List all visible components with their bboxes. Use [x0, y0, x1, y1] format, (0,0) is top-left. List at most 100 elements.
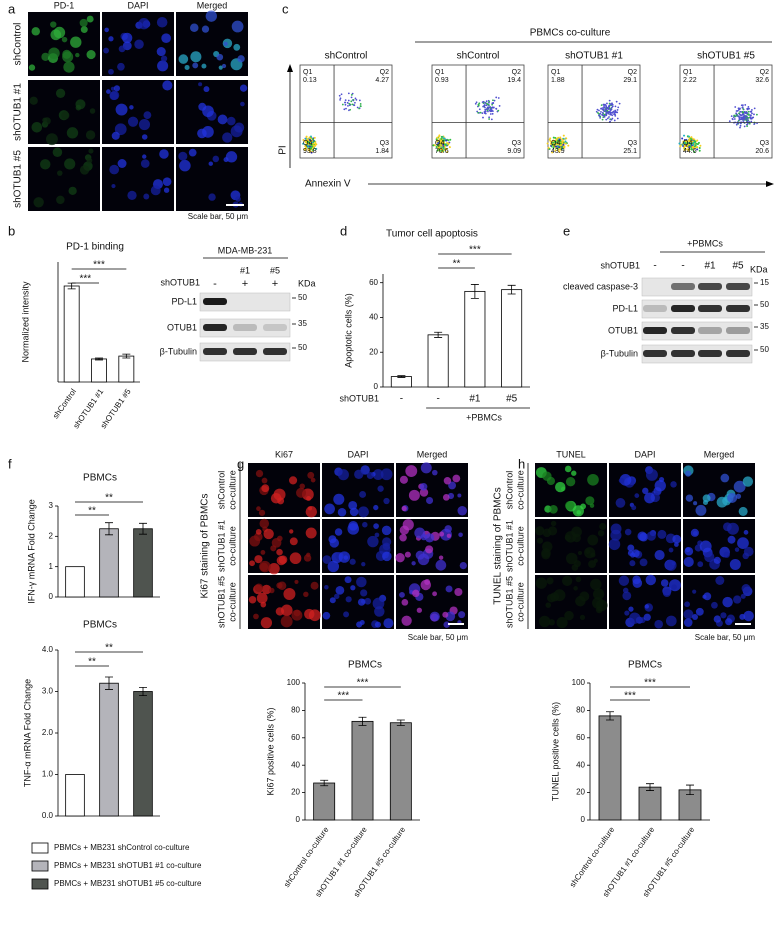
x-tick-label: shControl co-culture — [568, 825, 617, 889]
cell — [588, 560, 597, 569]
flow-dot — [315, 147, 318, 150]
flow-dot — [742, 116, 745, 118]
cell — [233, 43, 241, 51]
flow-dot — [436, 143, 439, 146]
cell — [374, 621, 382, 628]
cell — [405, 465, 418, 477]
flow-dot — [753, 123, 756, 126]
bar — [389, 722, 412, 821]
y-tick-label: 2.0 — [42, 728, 54, 737]
cell — [345, 596, 352, 603]
flow-dot — [493, 99, 496, 102]
plot-title: shControl — [457, 51, 500, 62]
flow-dot — [490, 109, 493, 111]
cell — [550, 520, 557, 527]
cell — [720, 612, 727, 619]
flow-dot — [598, 109, 600, 112]
cell — [299, 483, 305, 489]
cell — [106, 89, 111, 94]
quadrant-label: Q4 — [303, 140, 312, 147]
cell — [580, 503, 586, 510]
flow-dot — [602, 108, 605, 111]
flow-dot — [548, 148, 551, 151]
flow-dot — [600, 110, 602, 113]
cell — [178, 54, 189, 64]
flow-dot — [308, 145, 311, 148]
cell — [629, 612, 641, 624]
flow-dot — [551, 151, 554, 154]
blot-band — [671, 327, 695, 334]
marker-label: 50 — [760, 345, 769, 354]
x-tick-label: #5 — [506, 394, 518, 405]
flow-dot — [734, 115, 737, 118]
cell — [432, 591, 438, 597]
flow-dot — [435, 145, 438, 148]
blot-band — [671, 305, 695, 312]
marker-label: 15 — [760, 278, 769, 287]
cell — [546, 476, 556, 486]
panel-label: c — [282, 1, 289, 16]
flow-dot — [694, 140, 697, 143]
column-label: Ki67 — [275, 449, 293, 459]
cell — [61, 36, 68, 43]
error-bar — [122, 353, 131, 359]
marker-label: 50 — [760, 300, 769, 309]
flow-dot — [739, 116, 741, 119]
cell — [127, 116, 139, 127]
cell — [722, 596, 733, 608]
cell — [367, 535, 379, 548]
cell — [457, 493, 462, 498]
cell — [280, 604, 293, 617]
flow-dot — [681, 137, 684, 140]
bar — [638, 786, 662, 821]
cell — [334, 528, 343, 536]
cell — [571, 564, 579, 571]
cell — [665, 559, 677, 571]
band-label: PD-L1 — [612, 303, 638, 313]
cell — [268, 562, 280, 575]
cell — [644, 604, 650, 609]
flow-dot — [741, 111, 744, 114]
panel-label: f — [8, 456, 12, 471]
quadrant-value: 0.13 — [303, 77, 317, 84]
flow-dot — [614, 111, 617, 114]
flow-dot — [477, 104, 480, 107]
cell — [322, 611, 331, 620]
flow-dot — [348, 109, 350, 112]
cell — [289, 552, 302, 565]
flow-dot — [687, 135, 690, 138]
row-label: shControl — [504, 471, 514, 510]
legend-label: PBMCs + MB231 shOTUB1 #1 co-culture — [54, 861, 202, 870]
bar — [464, 290, 486, 388]
cell — [103, 47, 110, 54]
marker-label: 35 — [298, 319, 307, 328]
y-tick-label: 40 — [291, 760, 300, 769]
cell — [416, 607, 422, 613]
cell — [713, 615, 722, 623]
cell — [435, 559, 447, 571]
flow-dot — [482, 105, 485, 108]
flow-dot — [753, 107, 756, 110]
cell — [743, 529, 749, 535]
flow-dot — [563, 146, 566, 149]
cell — [564, 610, 574, 621]
flow-dot — [490, 106, 493, 109]
flow-dot — [551, 140, 554, 143]
flow-dot — [749, 110, 752, 113]
cell — [401, 615, 412, 626]
flow-dot — [603, 113, 606, 116]
flow-dot — [686, 148, 689, 151]
flow-dot — [743, 111, 746, 113]
cell — [278, 555, 288, 564]
cell — [670, 481, 677, 488]
flow-dot — [601, 111, 604, 114]
cell — [55, 88, 66, 98]
flow-dot — [728, 120, 731, 123]
cell — [442, 494, 450, 501]
cell — [713, 556, 721, 564]
cell — [223, 157, 229, 163]
cell — [277, 497, 285, 505]
cell — [361, 562, 366, 567]
cell — [444, 525, 452, 533]
cell — [646, 531, 656, 541]
